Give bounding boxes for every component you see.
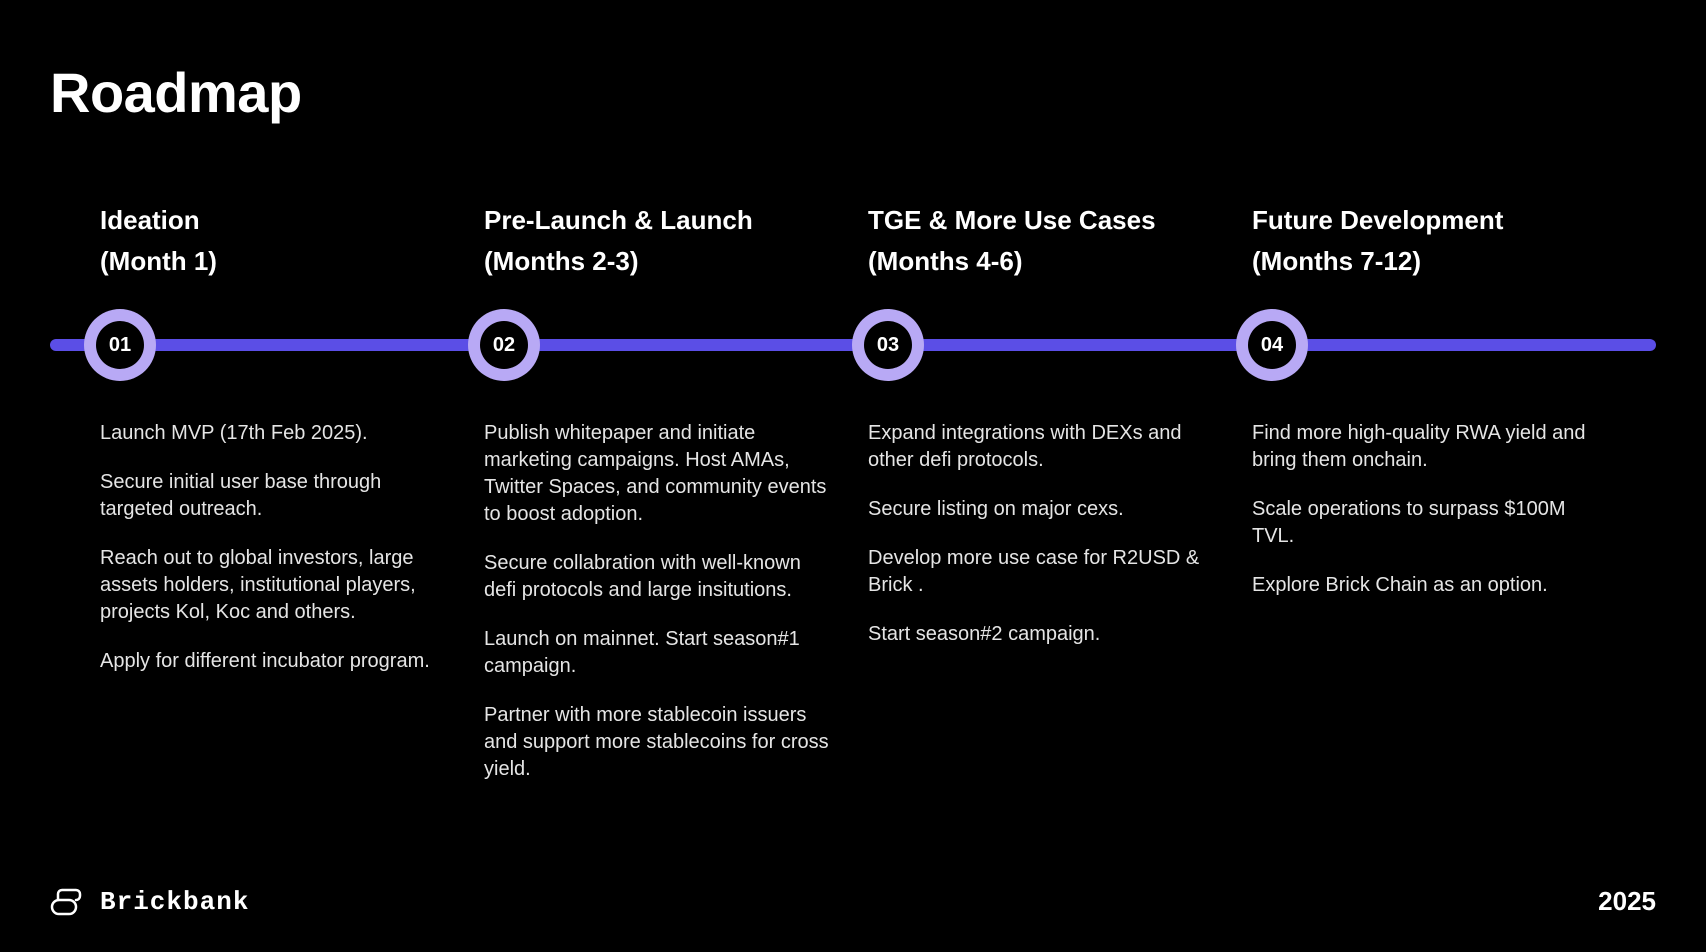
phase-item: Reach out to global investors, large ass…: [100, 545, 454, 626]
phase-item: Scale operations to surpass $100M TVL.: [1252, 496, 1606, 550]
phase-item: Apply for different incubator program.: [100, 648, 454, 675]
phase-item: Develop more use case for R2USD & Brick …: [868, 545, 1222, 599]
timeline-node: 03: [852, 309, 924, 381]
phase-items: Launch MVP (17th Feb 2025). Secure initia…: [85, 420, 469, 783]
footer: Brickbank 2025: [50, 886, 1656, 917]
phase-items: Publish whitepaper and initiate marketin…: [469, 420, 853, 783]
phase-title: Future Development: [1252, 205, 1606, 236]
phase-heading: TGE & More Use Cases (Months 4-6): [853, 205, 1237, 280]
phase-heading: Ideation (Month 1): [85, 205, 469, 280]
phase-period: (Month 1): [100, 246, 454, 277]
phase-item: Secure listing on major cexs.: [868, 496, 1222, 523]
phase-period: (Months 2-3): [484, 246, 838, 277]
phase-bodies-row: Launch MVP (17th Feb 2025). Secure initia…: [50, 420, 1656, 783]
phase-item: Explore Brick Chain as an option.: [1252, 572, 1606, 599]
brand-logo-icon: [50, 888, 86, 916]
phase-title: TGE & More Use Cases: [868, 205, 1222, 236]
phase-item: Partner with more stablecoin issuers and…: [484, 702, 838, 783]
phase-item: Launch MVP (17th Feb 2025).: [100, 420, 454, 447]
brand: Brickbank: [50, 887, 249, 917]
timeline-node: 04: [1236, 309, 1308, 381]
phase-item: Expand integrations with DEXs and other …: [868, 420, 1222, 474]
phase-heading: Future Development (Months 7-12): [1237, 205, 1621, 280]
timeline-node: 01: [84, 309, 156, 381]
timeline: 01 02 03 04: [85, 300, 1621, 390]
phase-period: (Months 7-12): [1252, 246, 1606, 277]
phase-items: Find more high-quality RWA yield and bri…: [1237, 420, 1621, 783]
phase-period: (Months 4-6): [868, 246, 1222, 277]
phase-heading: Pre-Launch & Launch (Months 2-3): [469, 205, 853, 280]
timeline-node-number: 03: [864, 321, 912, 369]
phase-item: Secure initial user base through targete…: [100, 469, 454, 523]
phase-headings-row: Ideation (Month 1) Pre-Launch & Launch (…: [50, 205, 1656, 280]
phase-item: Find more high-quality RWA yield and bri…: [1252, 420, 1606, 474]
timeline-node-number: 02: [480, 321, 528, 369]
brand-name: Brickbank: [100, 887, 249, 917]
phase-item: Publish whitepaper and initiate marketin…: [484, 420, 838, 528]
timeline-node: 02: [468, 309, 540, 381]
phase-items: Expand integrations with DEXs and other …: [853, 420, 1237, 783]
phase-item: Secure collabration with well-known defi…: [484, 550, 838, 604]
page-title: Roadmap: [50, 60, 1656, 125]
phase-item: Start season#2 campaign.: [868, 621, 1222, 648]
footer-year: 2025: [1598, 886, 1656, 917]
roadmap-slide: Roadmap Ideation (Month 1) Pre-Launch & …: [0, 0, 1706, 952]
phase-title: Pre-Launch & Launch: [484, 205, 838, 236]
phase-item: Launch on mainnet. Start season#1 campai…: [484, 626, 838, 680]
timeline-node-number: 01: [96, 321, 144, 369]
phase-title: Ideation: [100, 205, 454, 236]
timeline-node-number: 04: [1248, 321, 1296, 369]
